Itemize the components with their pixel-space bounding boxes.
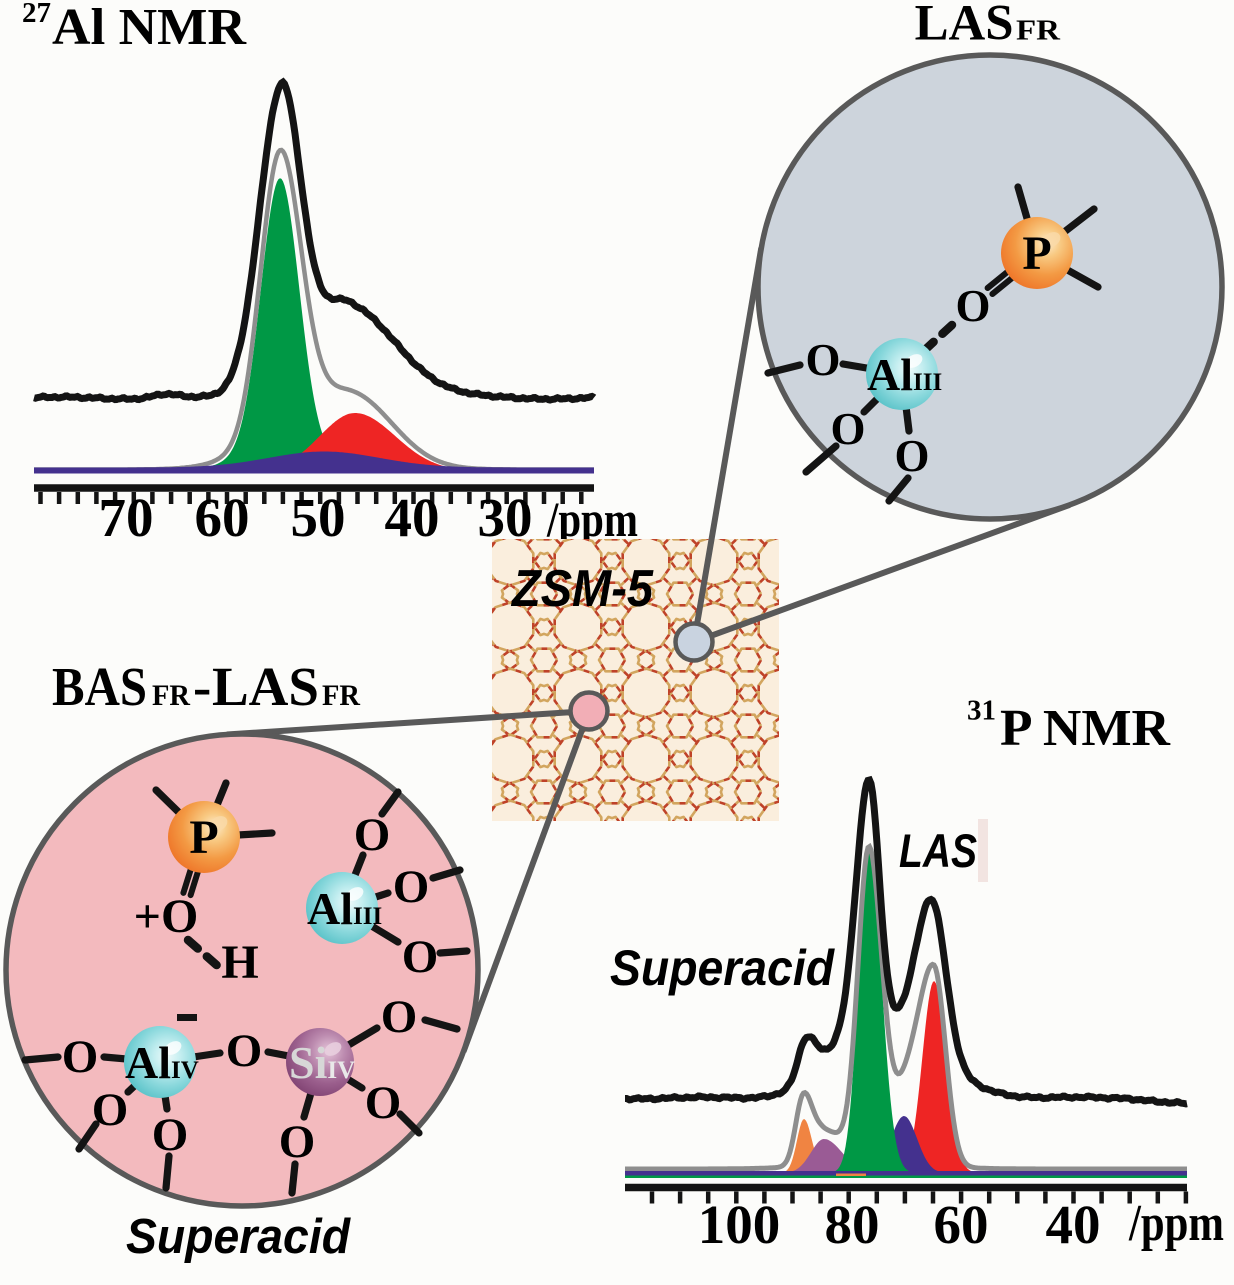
svg-text:O: O xyxy=(354,809,391,861)
svg-text:60: 60 xyxy=(934,1194,989,1255)
svg-text:+O: +O xyxy=(134,890,199,943)
svg-text:Al NMR: Al NMR xyxy=(52,0,247,56)
svg-text:60: 60 xyxy=(195,487,250,548)
svg-text:30: 30 xyxy=(478,487,533,548)
svg-text:ZSM-5: ZSM-5 xyxy=(510,560,654,618)
svg-text:P: P xyxy=(189,811,218,864)
svg-text:LAS: LAS xyxy=(212,656,319,717)
svg-text:40: 40 xyxy=(1046,1194,1101,1255)
svg-text:O: O xyxy=(393,861,430,913)
svg-text:LAS: LAS xyxy=(899,824,977,877)
svg-text:Superacid: Superacid xyxy=(126,1210,351,1264)
svg-text:31: 31 xyxy=(967,695,996,727)
svg-text:O: O xyxy=(805,335,840,385)
svg-text:P NMR: P NMR xyxy=(1000,700,1171,757)
svg-text:O: O xyxy=(402,931,439,983)
svg-text:O: O xyxy=(62,1031,99,1083)
svg-text:/ppm: /ppm xyxy=(1128,1195,1224,1252)
svg-text:O: O xyxy=(226,1025,263,1077)
svg-text:O: O xyxy=(830,404,865,454)
svg-text:50: 50 xyxy=(291,487,346,548)
svg-text:80: 80 xyxy=(825,1194,880,1255)
svg-text:O: O xyxy=(365,1077,402,1129)
svg-text:/ppm: /ppm xyxy=(546,491,638,547)
svg-text:Superacid: Superacid xyxy=(610,940,835,996)
svg-text:P: P xyxy=(1022,227,1051,280)
svg-text:100: 100 xyxy=(698,1194,781,1255)
svg-text:O: O xyxy=(381,991,418,1043)
svg-text:O: O xyxy=(894,431,929,481)
svg-text:O: O xyxy=(152,1109,189,1161)
svg-text:H: H xyxy=(221,936,258,989)
svg-text:40: 40 xyxy=(385,487,440,548)
svg-text:O: O xyxy=(92,1084,129,1136)
svg-text:70: 70 xyxy=(99,487,154,548)
svg-text:LAS: LAS xyxy=(915,0,1014,52)
svg-text:O: O xyxy=(279,1116,316,1168)
svg-text:BAS: BAS xyxy=(52,656,147,717)
svg-text:O: O xyxy=(955,281,990,331)
svg-text:FR: FR xyxy=(1016,15,1061,47)
svg-text:-: - xyxy=(193,656,211,717)
svg-text:FR: FR xyxy=(152,679,190,712)
svg-text:FR: FR xyxy=(322,679,360,712)
svg-text:27: 27 xyxy=(22,0,51,29)
